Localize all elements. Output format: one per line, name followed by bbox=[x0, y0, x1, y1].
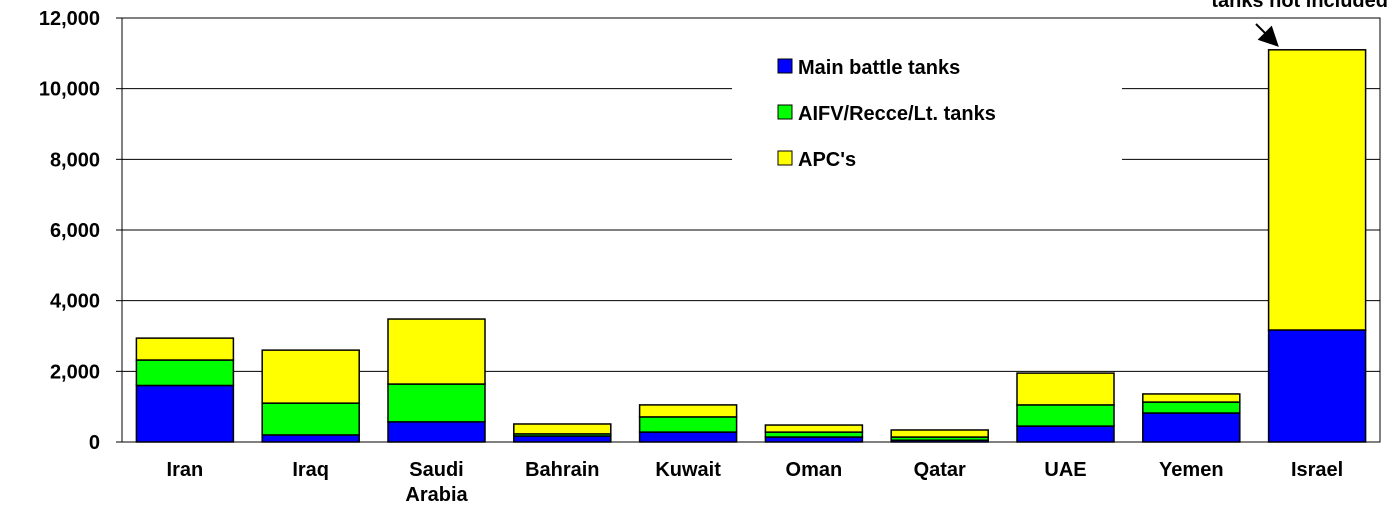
y-tick-label: 0 bbox=[89, 432, 100, 454]
x-tick-label: Bahrain bbox=[525, 459, 600, 481]
bar-segment bbox=[1142, 401, 1241, 414]
legend-label: AIFV/Recce/Lt. tanks bbox=[798, 103, 996, 125]
plot-frame bbox=[121, 17, 1381, 443]
legend-label: Main battle tanks bbox=[798, 57, 960, 79]
bar-segment bbox=[261, 402, 360, 436]
bar-segment bbox=[1267, 329, 1367, 443]
x-tick-label: Israel bbox=[1290, 459, 1344, 481]
legend-swatch bbox=[777, 104, 793, 120]
x-tick-label: Kuwait bbox=[655, 459, 721, 481]
x-tick-label: Iran bbox=[166, 459, 204, 481]
bar-segment bbox=[1142, 393, 1241, 403]
bar-segment bbox=[135, 384, 235, 443]
x-tick-label: Iraq bbox=[292, 459, 330, 481]
y-tick-label: 12,000 bbox=[39, 8, 100, 30]
bar-segment bbox=[638, 431, 738, 443]
bar-segment bbox=[764, 424, 864, 433]
bar-segment bbox=[638, 404, 738, 418]
bar-segment bbox=[387, 383, 486, 423]
x-tick-label: Yemen bbox=[1159, 459, 1224, 481]
bar-segment bbox=[261, 434, 360, 443]
y-tick-label: 8,000 bbox=[50, 149, 100, 171]
legend-box bbox=[732, 45, 1122, 185]
bar-segment bbox=[1016, 425, 1115, 443]
bar-segment bbox=[1267, 49, 1367, 331]
bar-segment bbox=[387, 421, 486, 443]
bar-segment bbox=[261, 349, 360, 404]
annotation: tanks not included bbox=[1211, 0, 1388, 12]
legend-swatch bbox=[777, 150, 793, 166]
y-tick-label: 10,000 bbox=[39, 79, 100, 101]
bar-segment bbox=[513, 435, 612, 443]
bar-segment bbox=[387, 318, 486, 385]
bar-segment bbox=[135, 337, 235, 361]
bar-segment bbox=[1142, 412, 1241, 443]
bar-segment bbox=[1016, 404, 1115, 427]
y-tick-label: 2,000 bbox=[50, 361, 100, 383]
bar-segment bbox=[135, 359, 235, 387]
x-tick-label: Qatar bbox=[913, 459, 966, 481]
bar-segment bbox=[513, 423, 612, 435]
bar-segment bbox=[890, 429, 989, 438]
x-tick-label: Oman bbox=[785, 459, 843, 481]
y-tick-label: 6,000 bbox=[50, 220, 100, 242]
legend-label: APC's bbox=[798, 149, 856, 171]
annotation-arrow bbox=[1255, 23, 1279, 47]
bar-segment bbox=[638, 416, 738, 433]
x-tick-label: UAE bbox=[1044, 459, 1087, 481]
y-tick-label: 4,000 bbox=[50, 291, 100, 313]
bar-segment bbox=[1016, 372, 1115, 406]
legend-swatch bbox=[777, 58, 793, 74]
x-tick-label: Saudi Arabia bbox=[405, 459, 468, 506]
